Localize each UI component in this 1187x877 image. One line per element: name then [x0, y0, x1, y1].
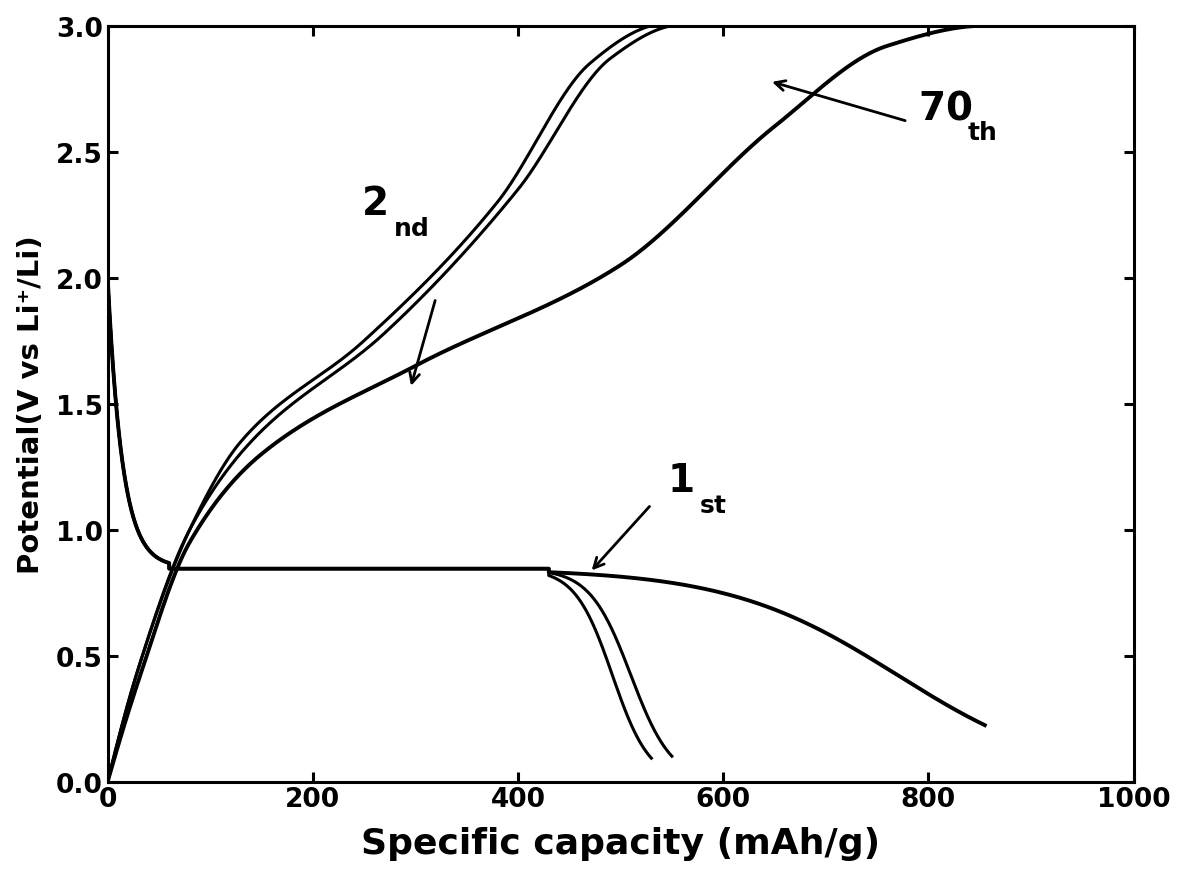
Text: $\mathbf{th}$: $\mathbf{th}$	[967, 121, 997, 145]
Text: $\mathbf{70}$: $\mathbf{70}$	[918, 89, 972, 127]
X-axis label: Specific capacity (mAh/g): Specific capacity (mAh/g)	[361, 826, 880, 860]
Text: $\mathbf{st}$: $\mathbf{st}$	[698, 494, 726, 517]
Text: $\mathbf{2}$: $\mathbf{2}$	[361, 185, 387, 223]
Text: $\mathbf{nd}$: $\mathbf{nd}$	[393, 217, 429, 240]
Text: $\mathbf{1}$: $\mathbf{1}$	[667, 462, 693, 500]
Y-axis label: Potential(V vs Li⁺/Li): Potential(V vs Li⁺/Li)	[17, 235, 45, 574]
